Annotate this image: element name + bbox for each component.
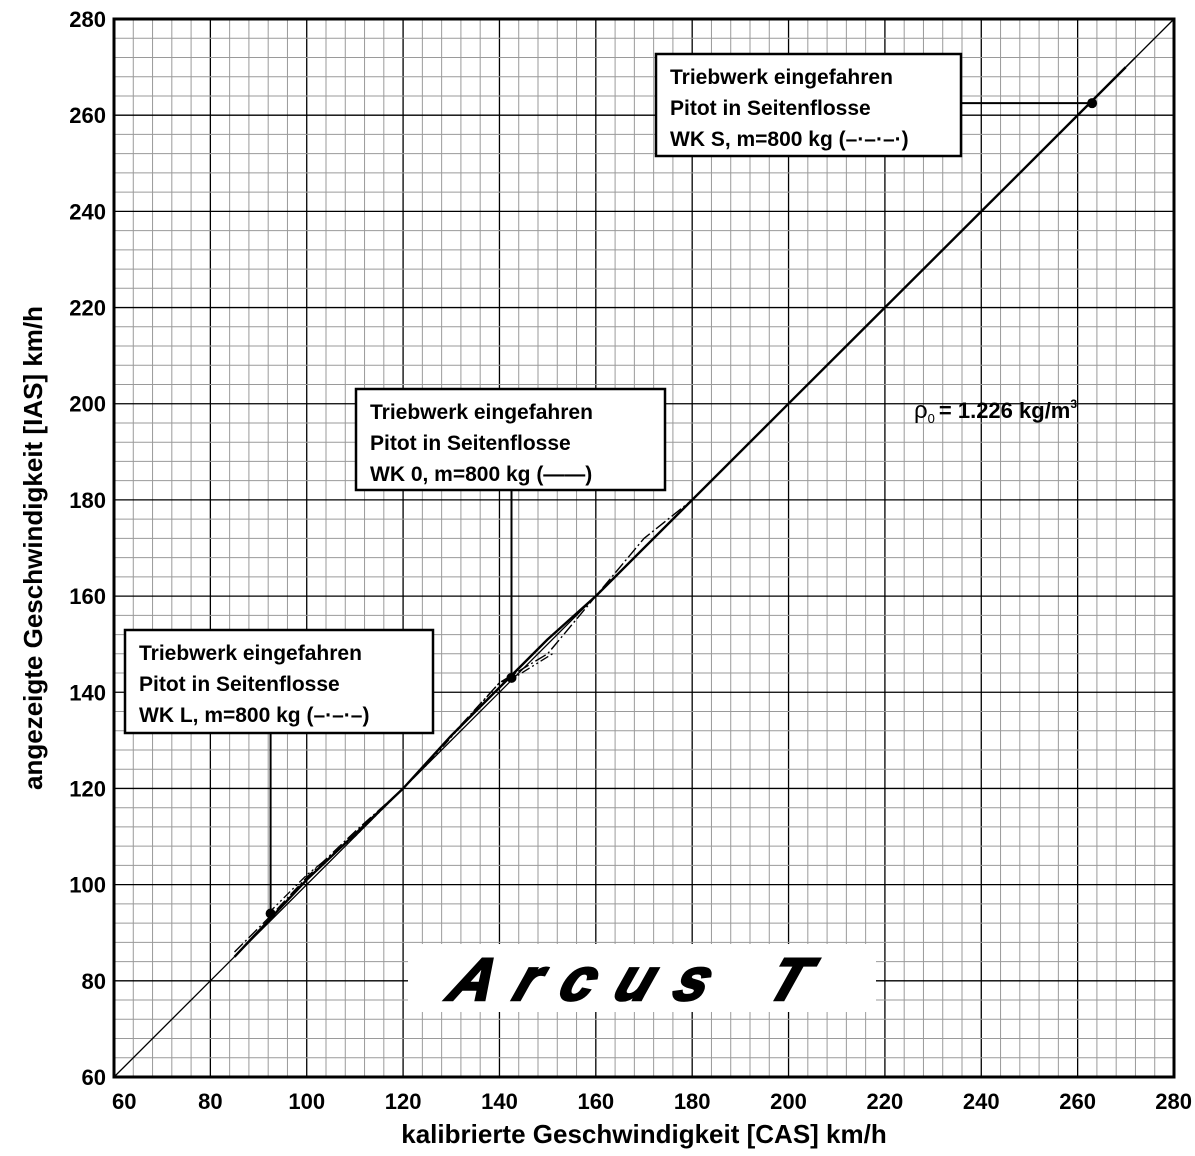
- series-dash-dot: [234, 57, 1136, 953]
- data-marker: [1087, 98, 1098, 109]
- y-tick-label: 160: [69, 584, 106, 609]
- x-tick-label: 260: [1059, 1089, 1096, 1114]
- rho-symbol: ρ: [914, 397, 928, 424]
- y-tick-label: 240: [69, 199, 106, 224]
- rho-subscript: 0: [928, 411, 935, 426]
- x-tick-label: 220: [867, 1089, 904, 1114]
- density-value: = 1.226 kg/m: [939, 398, 1070, 423]
- y-tick-label: 180: [69, 488, 106, 513]
- y-tick-label: 220: [69, 296, 106, 321]
- annotation-box: Triebwerk eingefahren Pitot in Seitenflos…: [654, 52, 1093, 158]
- svg-text:ρ0= 1.226 kg/m3: ρ0 = 1.226 kg/m3: [914, 397, 1077, 426]
- x-tick-label: 60: [112, 1089, 136, 1114]
- x-tick-label: 180: [674, 1089, 711, 1114]
- annotation-frame: [123, 628, 435, 735]
- y-tick-label: 100: [69, 873, 106, 898]
- markers: [265, 98, 1098, 919]
- annotation-line: Pitot in Seitenflosse: [670, 97, 871, 120]
- annotation-frame: [354, 387, 667, 492]
- series-layer: [113, 18, 1175, 1078]
- data-marker: [265, 908, 276, 919]
- logo: Arcus T: [408, 944, 876, 1015]
- data-marker: [506, 672, 517, 683]
- tick-labels: 60 80 100 120 140 160 180 200 220 240 260 280 60 80 10…: [69, 7, 1192, 1114]
- x-tick-label: 140: [481, 1089, 518, 1114]
- y-tick-label: 80: [82, 969, 106, 994]
- annotations: Triebwerk eingefahren Pitot in Seitenflos…: [123, 52, 1093, 914]
- annotation-line: Triebwerk eingefahren: [139, 642, 362, 665]
- plot-frame: [112, 17, 1176, 1079]
- density-exponent: 3: [1070, 397, 1077, 411]
- x-tick-label: 240: [963, 1089, 1000, 1114]
- annotation-line: WK L, m=800 kg (–·–·–): [139, 704, 369, 727]
- annotation-line: WK S, m=800 kg (–·–·–·): [670, 128, 909, 151]
- y-tick-label: 60: [82, 1065, 106, 1090]
- x-axis-label: kalibrierte Geschwindigkeit [CAS] km/h: [401, 1119, 886, 1149]
- annotation-box: Triebwerk eingefahren Pitot in Seitenflos…: [354, 387, 667, 678]
- annotation-line: Pitot in Seitenflosse: [139, 673, 340, 696]
- x-tick-label: 100: [288, 1089, 325, 1114]
- y-tick-label: 200: [69, 392, 106, 417]
- y-tick-label: 280: [69, 7, 106, 32]
- y-tick-label: 140: [69, 680, 106, 705]
- annotation-line: WK 0, m=800 kg (——): [370, 463, 592, 486]
- annotation-frame: [654, 52, 963, 158]
- annotation-box: Triebwerk eingefahren Pitot in Seitenflos…: [123, 628, 435, 914]
- x-tick-label: 120: [385, 1089, 422, 1114]
- annotation-line: Triebwerk eingefahren: [370, 401, 593, 424]
- x-tick-label: 160: [577, 1089, 614, 1114]
- y-tick-label: 260: [69, 103, 106, 128]
- x-tick-label: 200: [770, 1089, 807, 1114]
- x-tick-label: 280: [1155, 1089, 1192, 1114]
- annotation-line: Triebwerk eingefahren: [670, 66, 893, 89]
- logo-text: Arcus T: [439, 947, 843, 1014]
- x-tick-label: 80: [198, 1089, 222, 1114]
- grid: [113, 18, 1175, 1078]
- y-axis-label: angezeigte Geschwindigkeit [IAS] km/h: [18, 306, 48, 790]
- y-tick-label: 120: [69, 776, 106, 801]
- density-label: ρ0 = 1.226 kg/m3: [914, 397, 1077, 426]
- annotation-line: Pitot in Seitenflosse: [370, 432, 571, 455]
